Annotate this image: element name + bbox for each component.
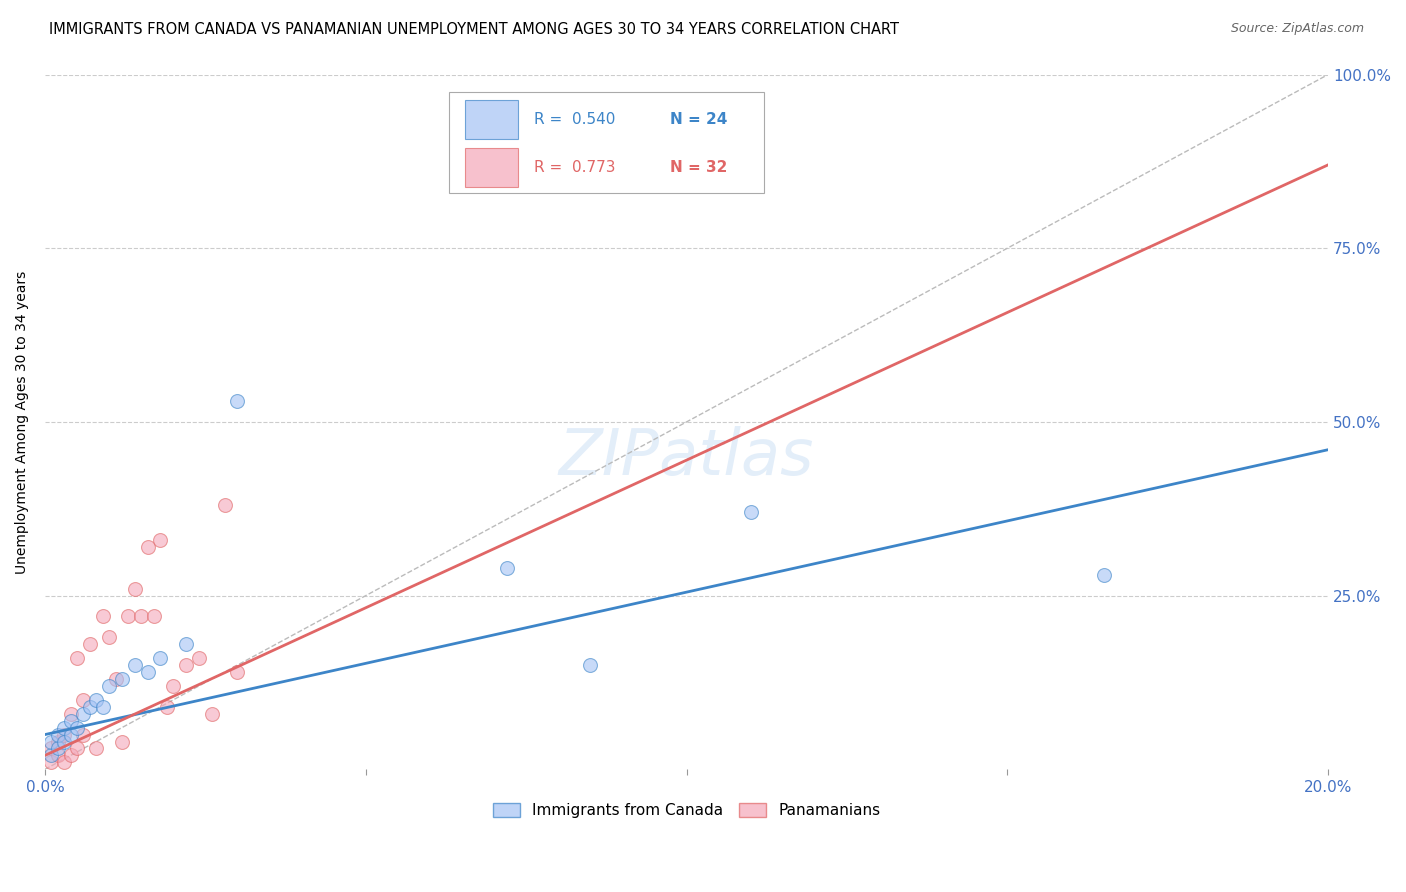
- Text: ZIPatlas: ZIPatlas: [558, 425, 814, 488]
- Point: [156, 699, 179, 714]
- Point: [174, 637, 197, 651]
- Point: [1092, 567, 1115, 582]
- Point: [59, 728, 82, 742]
- Point: [124, 658, 146, 673]
- Point: [41, 748, 63, 763]
- FancyBboxPatch shape: [464, 148, 519, 186]
- Point: [162, 679, 184, 693]
- Point: [79, 637, 101, 651]
- Point: [46, 748, 69, 763]
- Point: [124, 582, 146, 596]
- Point: [59, 714, 82, 728]
- Point: [53, 756, 76, 770]
- Point: [91, 699, 114, 714]
- Point: [72, 693, 94, 707]
- Point: [98, 630, 121, 644]
- Point: [496, 561, 519, 575]
- Point: [53, 721, 76, 735]
- Point: [41, 756, 63, 770]
- Point: [66, 741, 89, 756]
- Point: [188, 651, 211, 665]
- Point: [214, 498, 236, 512]
- Point: [84, 741, 107, 756]
- Point: [98, 679, 121, 693]
- Point: [84, 693, 107, 707]
- Point: [226, 665, 249, 679]
- Point: [66, 721, 89, 735]
- Point: [149, 651, 172, 665]
- Point: [59, 706, 82, 721]
- Point: [72, 728, 94, 742]
- Point: [579, 658, 602, 673]
- Point: [91, 609, 114, 624]
- Point: [79, 699, 101, 714]
- Text: R =  0.773: R = 0.773: [534, 160, 616, 175]
- Text: Source: ZipAtlas.com: Source: ZipAtlas.com: [1230, 22, 1364, 36]
- Point: [136, 540, 159, 554]
- Point: [46, 728, 69, 742]
- Legend: Immigrants from Canada, Panamanians: Immigrants from Canada, Panamanians: [486, 797, 887, 824]
- Point: [117, 609, 139, 624]
- Point: [515, 116, 537, 130]
- FancyBboxPatch shape: [449, 92, 763, 193]
- Y-axis label: Unemployment Among Ages 30 to 34 years: Unemployment Among Ages 30 to 34 years: [15, 270, 30, 574]
- Point: [53, 728, 76, 742]
- Point: [41, 734, 63, 748]
- Text: N = 24: N = 24: [669, 112, 727, 127]
- Point: [111, 734, 134, 748]
- Point: [46, 734, 69, 748]
- Point: [66, 651, 89, 665]
- Point: [143, 609, 166, 624]
- Point: [59, 748, 82, 763]
- Point: [740, 505, 762, 519]
- Text: N = 32: N = 32: [669, 160, 727, 175]
- Point: [201, 706, 224, 721]
- Point: [136, 665, 159, 679]
- Point: [226, 394, 249, 409]
- Point: [129, 609, 152, 624]
- Point: [174, 658, 197, 673]
- Point: [72, 706, 94, 721]
- Text: R =  0.540: R = 0.540: [534, 112, 616, 127]
- FancyBboxPatch shape: [464, 101, 519, 138]
- Point: [104, 672, 127, 686]
- Point: [46, 741, 69, 756]
- Text: IMMIGRANTS FROM CANADA VS PANAMANIAN UNEMPLOYMENT AMONG AGES 30 TO 34 YEARS CORR: IMMIGRANTS FROM CANADA VS PANAMANIAN UNE…: [49, 22, 900, 37]
- Point: [41, 741, 63, 756]
- Point: [149, 533, 172, 547]
- Point: [53, 734, 76, 748]
- Point: [111, 672, 134, 686]
